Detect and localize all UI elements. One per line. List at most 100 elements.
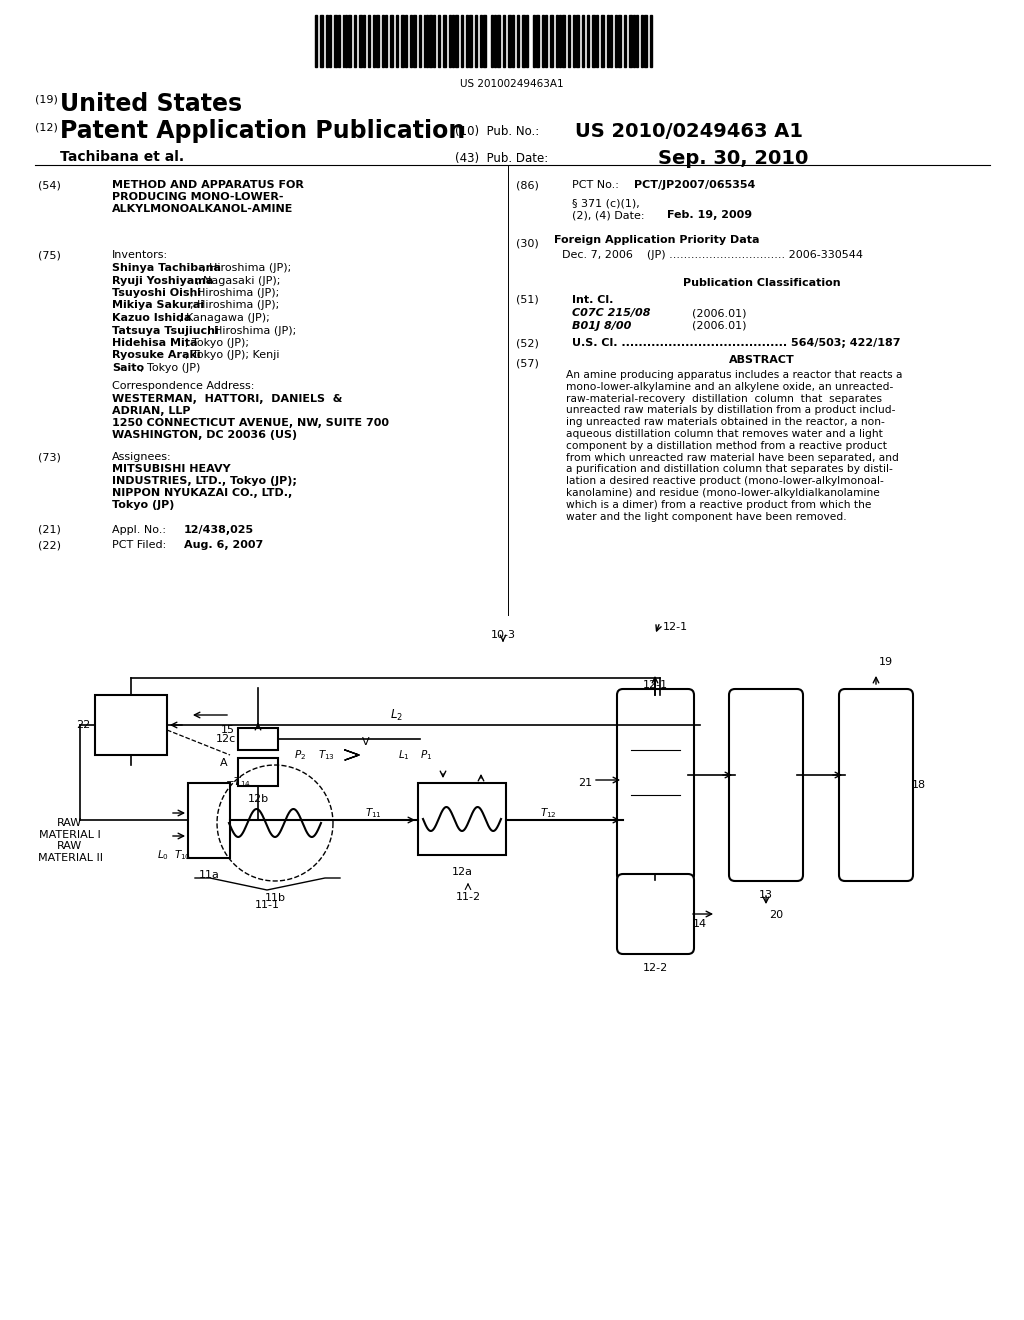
Text: Ryuji Yoshiyama: Ryuji Yoshiyama: [112, 276, 213, 285]
Bar: [433, 15, 435, 67]
Bar: [503, 15, 505, 67]
Text: $T_{10}$: $T_{10}$: [174, 847, 191, 862]
Bar: [582, 15, 584, 67]
Bar: [315, 15, 317, 67]
Bar: [401, 15, 404, 67]
Bar: [494, 15, 496, 67]
Text: Tsuyoshi Oishi: Tsuyoshi Oishi: [112, 288, 201, 298]
Text: , Nagasaki (JP);: , Nagasaki (JP);: [196, 276, 281, 285]
Text: Feb. 19, 2009: Feb. 19, 2009: [667, 210, 752, 220]
Text: Tatsuya Tsujiuchi: Tatsuya Tsujiuchi: [112, 326, 219, 335]
Text: $L_1$: $L_1$: [398, 748, 410, 762]
Bar: [338, 15, 340, 67]
FancyBboxPatch shape: [729, 689, 803, 880]
Bar: [601, 15, 604, 67]
Text: 22: 22: [76, 719, 90, 730]
Bar: [587, 15, 589, 67]
Text: § 371 (c)(1),: § 371 (c)(1),: [572, 198, 640, 209]
Text: (75): (75): [38, 249, 60, 260]
Text: Saito: Saito: [112, 363, 144, 374]
Text: 19: 19: [879, 657, 893, 667]
Text: 12/438,025: 12/438,025: [184, 525, 254, 535]
Text: (73): (73): [38, 451, 60, 462]
Text: a purification and distillation column that separates by distil-: a purification and distillation column t…: [566, 465, 893, 474]
Bar: [345, 15, 347, 67]
Bar: [319, 15, 323, 67]
Bar: [443, 15, 446, 67]
Text: $L_0$: $L_0$: [157, 847, 169, 862]
Text: , Tokyo (JP): , Tokyo (JP): [140, 363, 201, 374]
Text: Hidehisa Mita: Hidehisa Mita: [112, 338, 198, 348]
Text: Foreign Application Priority Data: Foreign Application Priority Data: [554, 235, 760, 246]
Bar: [348, 15, 351, 67]
Bar: [461, 15, 463, 67]
Bar: [650, 15, 652, 67]
Text: which is a dimer) from a reactive product from which the: which is a dimer) from a reactive produc…: [566, 500, 871, 510]
Text: Shinya Tachibana: Shinya Tachibana: [112, 263, 221, 273]
Text: ing unreacted raw materials obtained in the reactor, a non-: ing unreacted raw materials obtained in …: [566, 417, 885, 428]
Bar: [419, 15, 421, 67]
Text: 12-1: 12-1: [642, 680, 668, 690]
Text: (2006.01): (2006.01): [692, 321, 746, 331]
Bar: [559, 15, 561, 67]
Bar: [469, 15, 472, 67]
Bar: [636, 15, 638, 67]
Text: Ryosuke Araki: Ryosuke Araki: [112, 351, 201, 360]
Bar: [615, 15, 617, 67]
Bar: [354, 15, 356, 67]
Text: Publication Classification: Publication Classification: [683, 279, 841, 288]
Text: (54): (54): [38, 180, 60, 190]
Bar: [452, 15, 454, 67]
Bar: [390, 15, 393, 67]
Text: WASHINGTON, DC 20036 (US): WASHINGTON, DC 20036 (US): [112, 430, 297, 440]
Bar: [429, 15, 432, 67]
Text: aqueous distillation column that removes water and a light: aqueous distillation column that removes…: [566, 429, 883, 440]
Text: (22): (22): [38, 540, 61, 550]
Text: $P_2$: $P_2$: [294, 748, 306, 762]
Bar: [568, 15, 570, 67]
Text: MITSUBISHI HEAVY: MITSUBISHI HEAVY: [112, 465, 230, 474]
Text: METHOD AND APPARATUS FOR: METHOD AND APPARATUS FOR: [112, 180, 304, 190]
Text: , Hiroshima (JP);: , Hiroshima (JP);: [190, 301, 280, 310]
Text: , Hiroshima (JP);: , Hiroshima (JP);: [190, 288, 280, 298]
Bar: [607, 15, 609, 67]
Text: 18: 18: [912, 780, 926, 789]
Bar: [483, 15, 486, 67]
Text: $T_{13}$: $T_{13}$: [318, 748, 335, 762]
Bar: [396, 15, 398, 67]
Text: PCT Filed:: PCT Filed:: [112, 540, 166, 550]
Bar: [385, 15, 387, 67]
Bar: [644, 15, 647, 67]
Bar: [624, 15, 626, 67]
Bar: [526, 15, 528, 67]
Text: Inventors:: Inventors:: [112, 249, 168, 260]
Text: 12c: 12c: [216, 734, 236, 744]
Text: Mikiya Sakurai: Mikiya Sakurai: [112, 301, 204, 310]
Text: RAW
MATERIAL I: RAW MATERIAL I: [39, 818, 101, 840]
Bar: [596, 15, 598, 67]
Text: (19): (19): [35, 95, 58, 106]
Text: RAW
MATERIAL II: RAW MATERIAL II: [38, 841, 102, 862]
Text: 12a: 12a: [452, 867, 472, 876]
Text: (52): (52): [516, 338, 539, 348]
Bar: [475, 15, 477, 67]
Text: Correspondence Address:: Correspondence Address:: [112, 381, 254, 391]
Text: Kazuo Ishida: Kazuo Ishida: [112, 313, 191, 323]
Text: kanolamine) and residue (mono-lower-alkyldialkanolamine: kanolamine) and residue (mono-lower-alky…: [566, 488, 880, 498]
Text: $T_{11}$: $T_{11}$: [365, 807, 382, 820]
Text: US 20100249463A1: US 20100249463A1: [460, 79, 564, 88]
Text: $P_1$: $P_1$: [420, 748, 432, 762]
Bar: [455, 15, 458, 67]
Text: component by a distillation method from a reactive product: component by a distillation method from …: [566, 441, 887, 451]
Text: C07C 215/08: C07C 215/08: [572, 308, 650, 318]
Text: A: A: [220, 758, 228, 768]
Text: An amine producing apparatus includes a reactor that reacts a: An amine producing apparatus includes a …: [566, 370, 902, 380]
Text: Appl. No.:: Appl. No.:: [112, 525, 166, 535]
Text: Assignees:: Assignees:: [112, 451, 172, 462]
Bar: [618, 15, 621, 67]
Bar: [556, 15, 558, 67]
Text: (51): (51): [516, 294, 539, 305]
Text: (30): (30): [516, 238, 539, 248]
Text: 12-2: 12-2: [642, 964, 668, 973]
Text: $T_{12}$: $T_{12}$: [540, 807, 556, 820]
